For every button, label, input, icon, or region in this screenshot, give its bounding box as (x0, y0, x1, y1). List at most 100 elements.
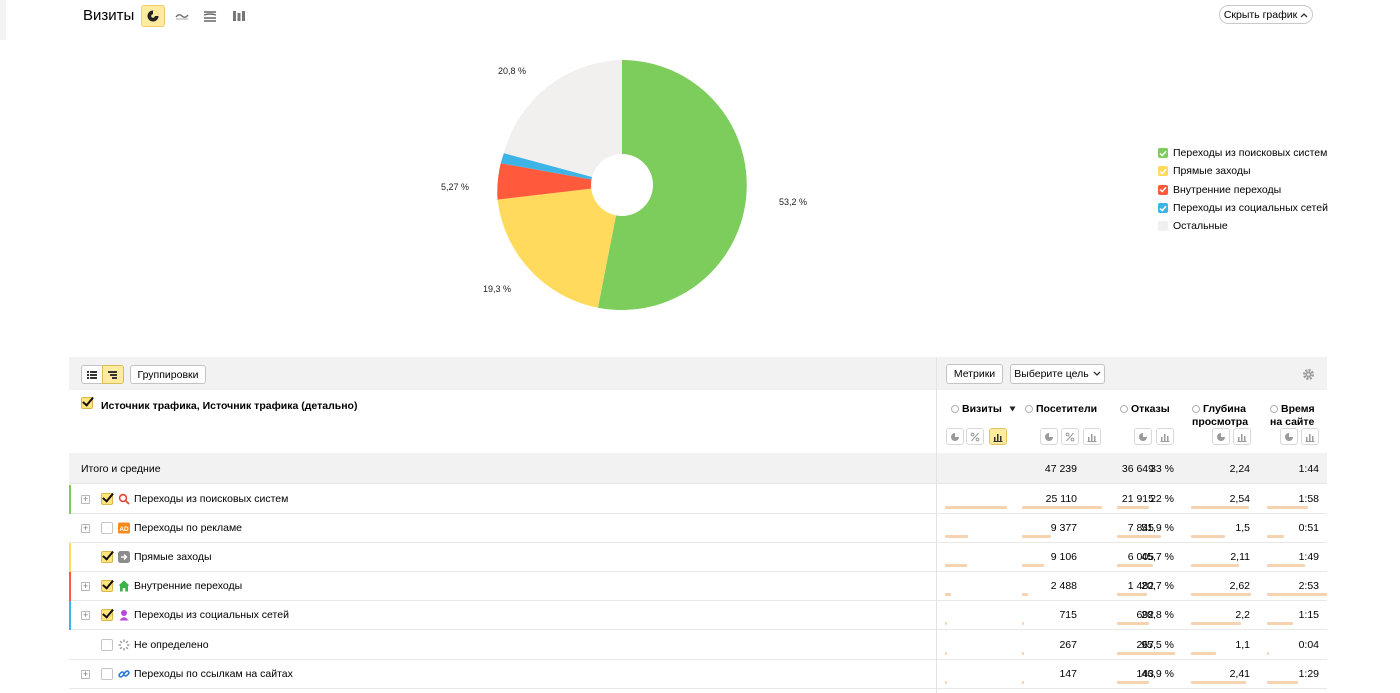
legend-swatch[interactable] (1158, 166, 1168, 177)
row-checkbox[interactable] (101, 609, 113, 621)
expand-icon[interactable]: + (81, 669, 90, 679)
cell-bounces: 45,7 % (1141, 551, 1174, 563)
legend-swatch[interactable] (1158, 221, 1168, 232)
depth-column-header[interactable]: Глубина просмотра (1192, 403, 1248, 429)
gear-icon[interactable] (1302, 368, 1315, 381)
cell-bounces: 95,5 % (1141, 639, 1174, 651)
row-checkbox[interactable] (101, 522, 113, 534)
cell-depth: 2,62 (1229, 580, 1250, 592)
legend-item[interactable]: Прямые заходы (1158, 162, 1328, 180)
column-view-button[interactable] (1061, 428, 1079, 445)
legend-swatch[interactable] (1158, 148, 1168, 159)
sort-radio[interactable] (1192, 405, 1200, 413)
table-row[interactable]: Прямые заходы 9 106 6 005 45,7 % 2,11 1:49 (69, 543, 1327, 572)
legend-item[interactable]: Переходы из социальных сетей (1158, 199, 1328, 217)
metrics-button[interactable]: Метрики (946, 364, 1003, 384)
row-checkbox[interactable] (101, 668, 113, 680)
sort-radio[interactable] (951, 405, 959, 413)
table-row[interactable]: + Переходы из поисковых систем 25 110 21 91… (69, 485, 1327, 514)
row-color-accent (69, 601, 71, 630)
depth-header-label-2: просмотра (1192, 416, 1249, 428)
row-label[interactable]: Переходы по рекламе (134, 522, 243, 534)
row-label[interactable]: Не определено (134, 639, 209, 651)
hide-chart-button[interactable]: Скрыть график (1219, 5, 1313, 24)
column-view-button[interactable] (1233, 428, 1251, 445)
sort-radio[interactable] (1025, 405, 1033, 413)
legend-swatch[interactable] (1158, 184, 1168, 195)
dimension-header[interactable]: Источник трафика, Источник трафика (дета… (101, 400, 358, 412)
list-view-button[interactable] (81, 365, 103, 384)
column-view-button[interactable] (1083, 428, 1101, 445)
column-view-button[interactable] (1280, 428, 1298, 445)
expand-icon[interactable]: + (81, 610, 90, 620)
column-view-button[interactable] (1301, 428, 1319, 445)
column-view-button[interactable] (1134, 428, 1152, 445)
check-icon (1159, 168, 1167, 175)
row-label[interactable]: Внутренние переходы (134, 580, 243, 592)
pie-slice-search[interactable] (597, 60, 747, 310)
expand-icon[interactable]: + (81, 494, 90, 504)
pie-chart-view-button[interactable] (141, 5, 165, 27)
time-column-header[interactable]: Время на сайте (1270, 403, 1315, 429)
bar-icon (993, 432, 1003, 442)
legend-item[interactable]: Внутренние переходы (1158, 181, 1328, 199)
table-row[interactable]: Не определено 267 267 95,5 % 1,1 0:04 (69, 631, 1327, 660)
legend-label: Переходы из поисковых систем (1173, 147, 1328, 160)
cell-visits-bar (945, 593, 951, 596)
pie-slice-internal[interactable] (497, 163, 622, 200)
row-checkbox[interactable] (101, 493, 113, 505)
chevron-up-icon (1300, 12, 1308, 17)
cell-bounces: 22 % (1150, 493, 1174, 505)
groupings-button[interactable]: Группировки (130, 365, 206, 384)
table-row[interactable]: + Переходы из социальных сетей 715 692 28,8 … (69, 601, 1327, 630)
pie-slice-social[interactable] (500, 153, 622, 185)
expand-icon[interactable]: + (81, 523, 90, 533)
cell-time: 0:04 (1298, 639, 1319, 651)
legend-item[interactable]: Переходы из поисковых систем (1158, 144, 1328, 162)
column-view-button[interactable] (966, 428, 984, 445)
cell-visitors-bar (1022, 622, 1024, 625)
row-label[interactable]: Прямые заходы (134, 551, 212, 563)
column-view-button[interactable] (1040, 428, 1058, 445)
legend-swatch[interactable] (1158, 203, 1168, 214)
row-checkbox[interactable] (101, 551, 113, 563)
checkbox[interactable] (81, 397, 93, 409)
table-row[interactable]: + Переходы по ссылкам на сайтах 147 143 46,9… (69, 660, 1327, 689)
pie-slice-direct[interactable] (497, 185, 623, 308)
row-label[interactable]: Переходы из поисковых систем (134, 493, 289, 505)
bounces-column-header[interactable]: Отказы (1120, 403, 1170, 416)
sort-radio[interactable] (1270, 405, 1278, 413)
cell-depth-bar (1191, 506, 1249, 509)
legend-item[interactable]: Остальные (1158, 217, 1328, 235)
goal-select[interactable]: Выберите цель (1010, 364, 1105, 384)
cell-visitors: 1 482 (1127, 580, 1154, 592)
pie-label-direct: 19,3 % (483, 284, 512, 294)
row-color-accent (69, 485, 71, 514)
line-chart-view-button[interactable] (170, 5, 194, 27)
column-view-button[interactable] (1156, 428, 1174, 445)
legend-label: Внутренние переходы (1173, 183, 1282, 196)
chevron-down-icon (1093, 371, 1101, 376)
row-label[interactable]: Переходы из социальных сетей (134, 609, 289, 621)
expand-icon[interactable]: + (81, 581, 90, 591)
visitors-column-header[interactable]: Посетители (1025, 403, 1097, 416)
table-row[interactable]: + AD Переходы по рекламе 9 377 7 845 51,9 % 1,… (69, 514, 1327, 543)
column-chart-view-button[interactable] (227, 5, 251, 27)
column-view-button[interactable] (946, 428, 964, 445)
corner-shade (0, 0, 6, 40)
column-view-button[interactable] (989, 428, 1007, 445)
table-row[interactable]: + Внутренние переходы 2 488 1 482 20,7 % 2,62… (69, 572, 1327, 601)
metrics-label: Метрики (953, 368, 996, 380)
column-view-button[interactable] (1212, 428, 1230, 445)
pie-slice-other[interactable] (503, 60, 622, 185)
bar-icon (1237, 432, 1247, 442)
area-chart-view-button[interactable] (198, 5, 222, 27)
tree-view-button[interactable] (102, 365, 124, 384)
row-checkbox[interactable] (101, 639, 113, 651)
row-checkbox[interactable] (101, 580, 113, 592)
time-header-label-1: Время (1281, 403, 1315, 415)
row-label[interactable]: Переходы по ссылкам на сайтах (134, 668, 293, 680)
sort-radio[interactable] (1120, 405, 1128, 413)
visits-column-header[interactable]: Визиты (951, 403, 1016, 416)
dimension-checkbox[interactable] (81, 397, 93, 409)
